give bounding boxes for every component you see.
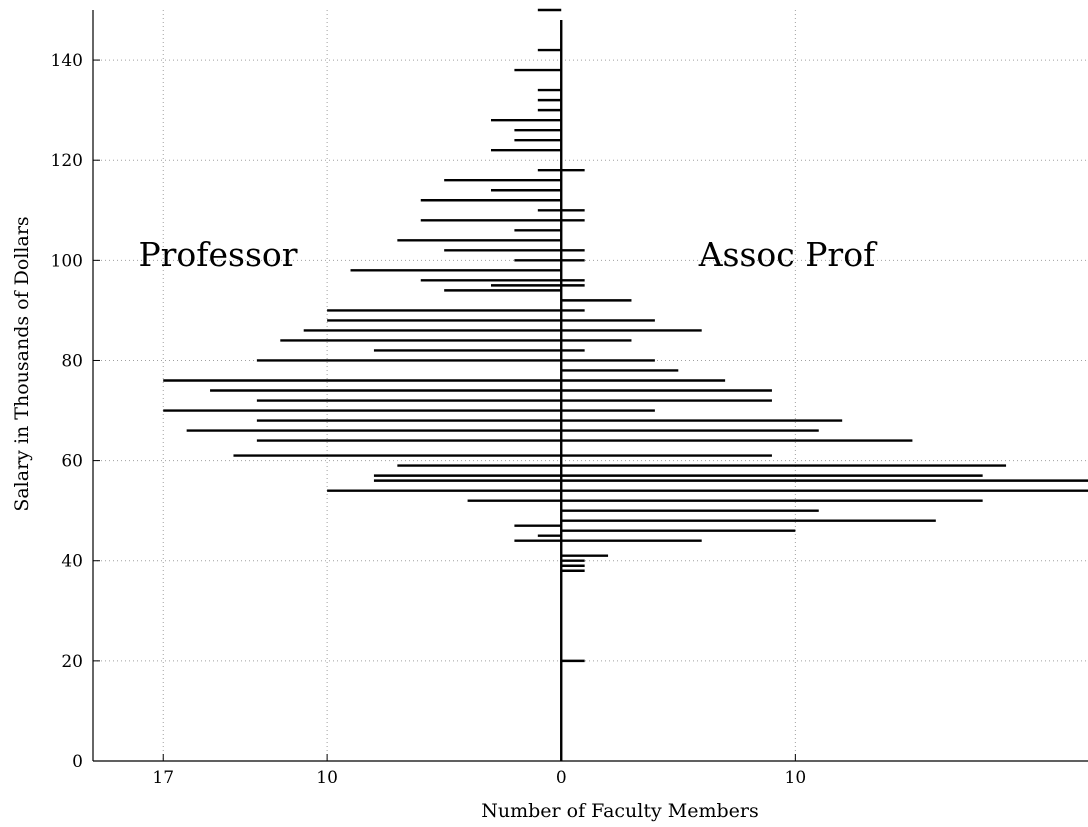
group-label-left: Professor <box>138 235 297 274</box>
y-tick-label-60: 60 <box>61 452 83 472</box>
x-axis-title: Number of Faculty Members <box>481 800 758 822</box>
bars <box>163 8 1088 663</box>
y-tick-label-40: 40 <box>61 552 83 572</box>
y-tick-label-20: 20 <box>61 652 83 672</box>
axes <box>92 10 1088 762</box>
y-axis-title: Salary in Thousands of Dollars <box>11 216 33 511</box>
grid-lines <box>93 10 1088 761</box>
y-tick-label-100: 100 <box>51 251 83 271</box>
group-label-right: Assoc Prof <box>698 235 878 274</box>
x-tick-label--17: 17 <box>152 768 174 788</box>
y-tick-label-120: 120 <box>51 151 83 171</box>
x-tick-label-0: 0 <box>556 768 567 788</box>
y-tick-label-140: 140 <box>51 51 83 71</box>
x-tick-label--10: 10 <box>316 768 338 788</box>
y-tick-label-0: 0 <box>72 752 83 772</box>
y-tick-label-80: 80 <box>61 351 83 371</box>
x-tick-label-10: 10 <box>785 768 807 788</box>
